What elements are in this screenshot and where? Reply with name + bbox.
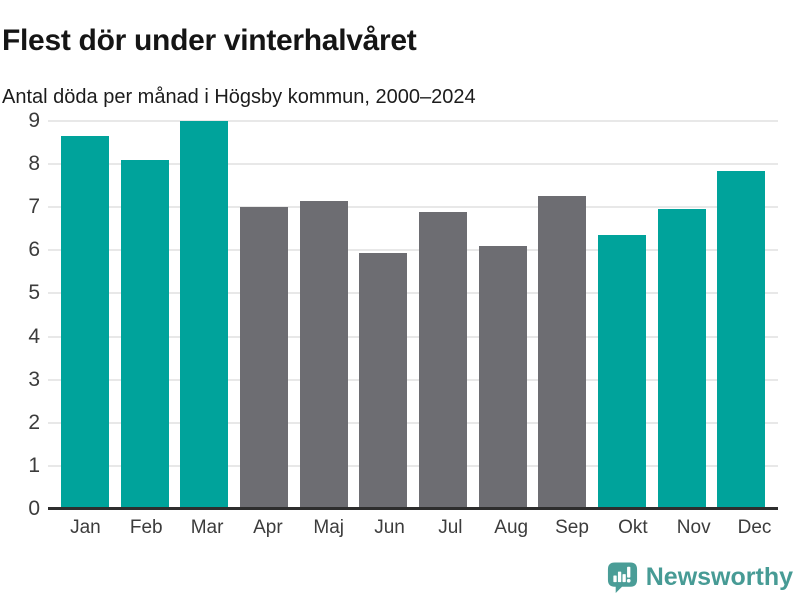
- gridline: [48, 249, 778, 252]
- x-tick-label: Jun: [374, 517, 405, 538]
- bar-mar: [180, 121, 229, 509]
- bar-feb: [120, 159, 169, 509]
- y-axis: 0 1 2 3 4 5 6 7 8 9: [0, 109, 40, 520]
- x-tick-label: Dec: [737, 517, 772, 538]
- bar-maj: [299, 200, 348, 509]
- bar-column: [353, 121, 413, 509]
- plot-area: [48, 120, 778, 510]
- page-title: Flest dör under vinterhalvåret: [2, 24, 417, 58]
- bar-nov: [657, 209, 706, 509]
- y-tick-label: 7: [28, 195, 40, 219]
- x-tick-label: Apr: [253, 517, 283, 538]
- bar-apr: [239, 207, 288, 509]
- gridline: [48, 206, 778, 209]
- brand-footer: Newsworthy: [606, 560, 793, 594]
- bar-column: [652, 121, 712, 509]
- bar-okt: [597, 235, 646, 509]
- x-tick-label: Maj: [313, 517, 345, 538]
- bar-jun: [359, 252, 408, 509]
- y-tick-label: 5: [28, 281, 40, 305]
- y-tick-label: 4: [28, 324, 40, 348]
- page-subtitle: Antal döda per månad i Högsby kommun, 20…: [2, 86, 476, 108]
- bar-jul: [418, 211, 467, 509]
- y-tick-label: 9: [28, 109, 40, 132]
- x-tick-label: Feb: [129, 517, 163, 538]
- gridline: [48, 163, 778, 166]
- y-tick-label: 2: [28, 410, 40, 434]
- x-tick-label: Aug: [494, 517, 529, 538]
- bar-column: [294, 121, 354, 509]
- x-tick-label: Okt: [618, 517, 648, 538]
- gridline: [48, 378, 778, 381]
- bar-column: [174, 121, 234, 509]
- gridline: [48, 120, 778, 122]
- bar-column: [234, 121, 294, 509]
- x-tick-label: Nov: [676, 517, 711, 538]
- gridline: [48, 464, 778, 467]
- gridline: [48, 292, 778, 295]
- bar-column: [413, 121, 473, 509]
- bar-sep: [538, 196, 587, 509]
- bar-aug: [478, 246, 527, 509]
- x-axis: Jan Feb Mar Apr Maj Jun Jul Aug Sep Okt Nov Dec: [48, 517, 792, 539]
- gridline: [48, 335, 778, 338]
- x-tick-label: Mar: [190, 517, 224, 538]
- bar-dec: [717, 170, 766, 509]
- y-tick-label: 1: [28, 453, 40, 477]
- bars: [48, 121, 778, 509]
- gridline: [48, 421, 778, 424]
- x-tick-label: Jan: [70, 517, 101, 538]
- bar-jan: [60, 136, 109, 509]
- x-tick-label: Sep: [555, 517, 589, 538]
- y-tick-label: 0: [28, 497, 40, 520]
- brand-name: Newsworthy: [645, 562, 793, 591]
- y-tick-label: 8: [28, 152, 40, 176]
- y-tick-label: 6: [28, 238, 40, 262]
- bar-column: [711, 121, 771, 509]
- newsworthy-logo-icon: [607, 562, 637, 594]
- bar-column: [115, 121, 175, 509]
- x-tick-label: Jul: [438, 517, 463, 538]
- y-tick-label: 3: [28, 367, 40, 391]
- bar-column: [473, 121, 533, 509]
- bar-column: [532, 121, 592, 509]
- bar-column: [592, 121, 652, 509]
- x-axis-line: [48, 507, 778, 510]
- bar-column: [55, 121, 115, 509]
